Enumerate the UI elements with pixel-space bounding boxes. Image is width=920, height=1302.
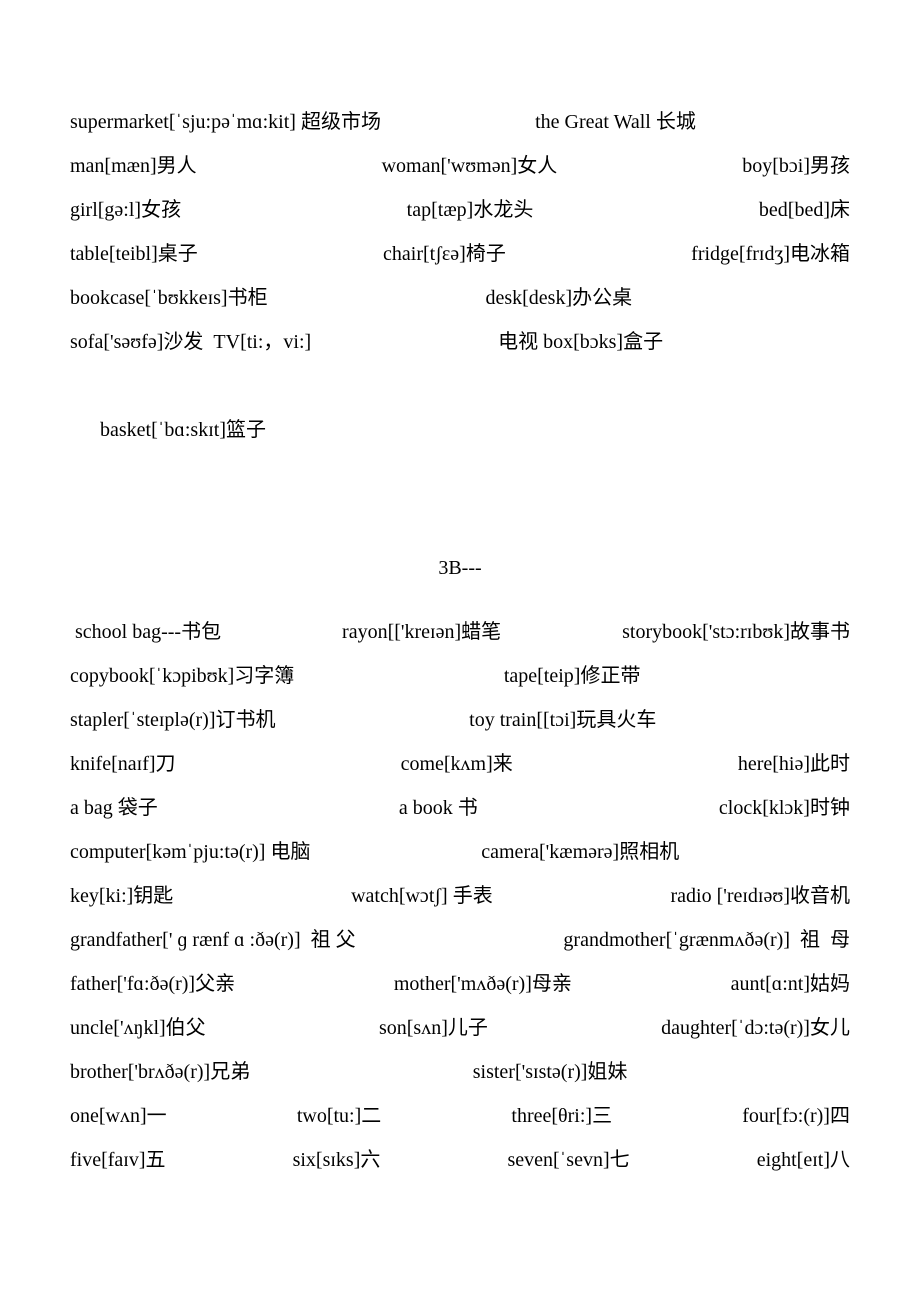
section-heading: 3B--- xyxy=(70,546,850,590)
vocab-entry: watch[wɔtʃ] 手表 xyxy=(351,874,493,918)
vocab-entry: copybook[ˈkɔpibʊk]习字簿 xyxy=(70,654,294,698)
vocab-entry: supermarket[ˈsju:pəˈmɑ:kit] 超级市场 xyxy=(70,100,381,144)
vocab-entry: bed[bed]床 xyxy=(759,188,850,232)
vocab-entry: radio ['reɪdɪəʊ]收音机 xyxy=(670,874,850,918)
vocab-line: computer[kəmˈpju:tə(r)] 电脑 camera['kæmər… xyxy=(70,830,850,874)
vocab-entry: tape[teip]修正带 xyxy=(504,654,641,698)
vocab-entry: father['fɑ:ðə(r)]父亲 xyxy=(70,962,235,1006)
vocab-entry: camera['kæmərə]照相机 xyxy=(481,830,679,874)
vocab-entry: tap[tæp]水龙头 xyxy=(407,188,534,232)
vocab-entry: mother['mʌðə(r)]母亲 xyxy=(394,962,572,1006)
vocab-entry: sofa['səʊfə]沙发 TV[ti:，vi:] xyxy=(70,320,311,364)
vocab-entry: grandmother[ˈgrænmʌðə(r)] 祖 母 xyxy=(563,918,850,962)
vocab-entry: storybook['stɔ:rɪbʊk]故事书 xyxy=(622,610,850,654)
vocab-entry: grandfather[' ɡ rænf ɑ :ðə(r)] 祖 父 xyxy=(70,918,356,962)
vocab-entry: stapler[ˈsteɪplə(r)]订书机 xyxy=(70,698,275,742)
vocab-entry: fridge[frɪdʒ]电冰箱 xyxy=(691,232,850,276)
vocab-line: knife[naɪf]刀 come[kʌm]来 here[hiə]此时 xyxy=(70,742,850,786)
vocab-entry: seven[ˈsevn]七 xyxy=(507,1138,629,1182)
vocab-entry: 电视 box[bɔks]盒子 xyxy=(498,320,663,364)
vocab-line: sofa['səʊfə]沙发 TV[ti:，vi:] 电视 box[bɔks]盒… xyxy=(70,320,850,364)
vocab-entry: knife[naɪf]刀 xyxy=(70,742,176,786)
vocab-line: father['fɑ:ðə(r)]父亲 mother['mʌðə(r)]母亲 a… xyxy=(70,962,850,1006)
document-page: supermarket[ˈsju:pəˈmɑ:kit] 超级市场 the Gre… xyxy=(0,0,920,1302)
vocab-line: brother['brʌðə(r)]兄弟 sister['sɪstə(r)]姐妹 xyxy=(70,1050,850,1094)
vocab-entry: five[faɪv]五 xyxy=(70,1138,166,1182)
vocab-line: stapler[ˈsteɪplə(r)]订书机 toy train[[tɔi]玩… xyxy=(70,698,850,742)
vocab-entry: a book 书 xyxy=(399,786,478,830)
vocab-entry: key[ki:]钥匙 xyxy=(70,874,173,918)
vocab-entry: daughter[ˈdɔ:tə(r)]女儿 xyxy=(661,1006,850,1050)
vocab-line: one[wʌn]一 two[tu:]二 three[θri:]三 four[fɔ… xyxy=(70,1094,850,1138)
vocab-entry: desk[desk]办公桌 xyxy=(485,276,632,320)
vocab-entry: a bag 袋子 xyxy=(70,786,158,830)
vocab-line: grandfather[' ɡ rænf ɑ :ðə(r)] 祖 父 grand… xyxy=(70,918,850,962)
vocab-entry: boy[bɔi]男孩 xyxy=(742,144,850,188)
vocab-entry: clock[klɔk]时钟 xyxy=(719,786,850,830)
vocab-entry: chair[tʃɛə]椅子 xyxy=(383,232,506,276)
vocab-line: supermarket[ˈsju:pəˈmɑ:kit] 超级市场 the Gre… xyxy=(70,100,850,144)
vocab-entry: two[tu:]二 xyxy=(297,1094,381,1138)
vocab-line: uncle['ʌŋkl]伯父 son[sʌn]儿子 daughter[ˈdɔ:t… xyxy=(70,1006,850,1050)
vocab-line: girl[gə:l]女孩 tap[tæp]水龙头 bed[bed]床 xyxy=(70,188,850,232)
vocab-line: man[mæn]男人 woman['wʊmən]女人 boy[bɔi]男孩 xyxy=(70,144,850,188)
vocab-line: table[teibl]桌子 chair[tʃɛə]椅子 fridge[frɪd… xyxy=(70,232,850,276)
vocab-entry: girl[gə:l]女孩 xyxy=(70,188,181,232)
vocab-entry: eight[eɪt]八 xyxy=(757,1138,850,1182)
vocab-entry: six[sɪks]六 xyxy=(293,1138,381,1182)
vocab-line: key[ki:]钥匙 watch[wɔtʃ] 手表 radio ['reɪdɪə… xyxy=(70,874,850,918)
vocab-line: basket[ˈbɑ:skɪt]篮子 xyxy=(70,364,850,496)
vocab-entry: computer[kəmˈpju:tə(r)] 电脑 xyxy=(70,830,310,874)
vocab-entry: aunt[ɑ:nt]姑妈 xyxy=(731,962,850,1006)
vocab-entry: brother['brʌðə(r)]兄弟 xyxy=(70,1050,250,1094)
vocab-line: a bag 袋子 a book 书 clock[klɔk]时钟 xyxy=(70,786,850,830)
vocab-entry: woman['wʊmən]女人 xyxy=(382,144,558,188)
vocab-entry: toy train[[tɔi]玩具火车 xyxy=(469,698,656,742)
section-1: supermarket[ˈsju:pəˈmɑ:kit] 超级市场 the Gre… xyxy=(70,100,850,496)
vocab-line: five[faɪv]五 six[sɪks]六 seven[ˈsevn]七 eig… xyxy=(70,1138,850,1182)
vocab-entry: rayon[['kreɪən]蜡笔 xyxy=(342,610,501,654)
vocab-entry: school bag---书包 xyxy=(70,610,221,654)
vocab-entry: here[hiə]此时 xyxy=(738,742,850,786)
vocab-entry: bookcase[ˈbʊkkeɪs]书柜 xyxy=(70,276,268,320)
vocab-entry: son[sʌn]儿子 xyxy=(379,1006,488,1050)
vocab-entry: three[θri:]三 xyxy=(511,1094,612,1138)
vocab-line: school bag---书包 rayon[['kreɪən]蜡笔 storyb… xyxy=(70,610,850,654)
vocab-entry: basket[ˈbɑ:skɪt]篮子 xyxy=(100,419,266,441)
vocab-entry: the Great Wall 长城 xyxy=(535,100,696,144)
vocab-entry: come[kʌm]来 xyxy=(401,742,513,786)
section-2: school bag---书包 rayon[['kreɪən]蜡笔 storyb… xyxy=(70,610,850,1182)
vocab-line: bookcase[ˈbʊkkeɪs]书柜 desk[desk]办公桌 xyxy=(70,276,850,320)
vocab-entry: table[teibl]桌子 xyxy=(70,232,198,276)
vocab-entry: sister['sɪstə(r)]姐妹 xyxy=(473,1050,628,1094)
heading-text: 3B--- xyxy=(438,557,481,579)
vocab-entry: four[fɔ:(r)]四 xyxy=(742,1094,850,1138)
vocab-entry: one[wʌn]一 xyxy=(70,1094,167,1138)
vocab-entry: uncle['ʌŋkl]伯父 xyxy=(70,1006,206,1050)
vocab-line: copybook[ˈkɔpibʊk]习字簿 tape[teip]修正带 xyxy=(70,654,850,698)
vocab-entry: man[mæn]男人 xyxy=(70,144,197,188)
